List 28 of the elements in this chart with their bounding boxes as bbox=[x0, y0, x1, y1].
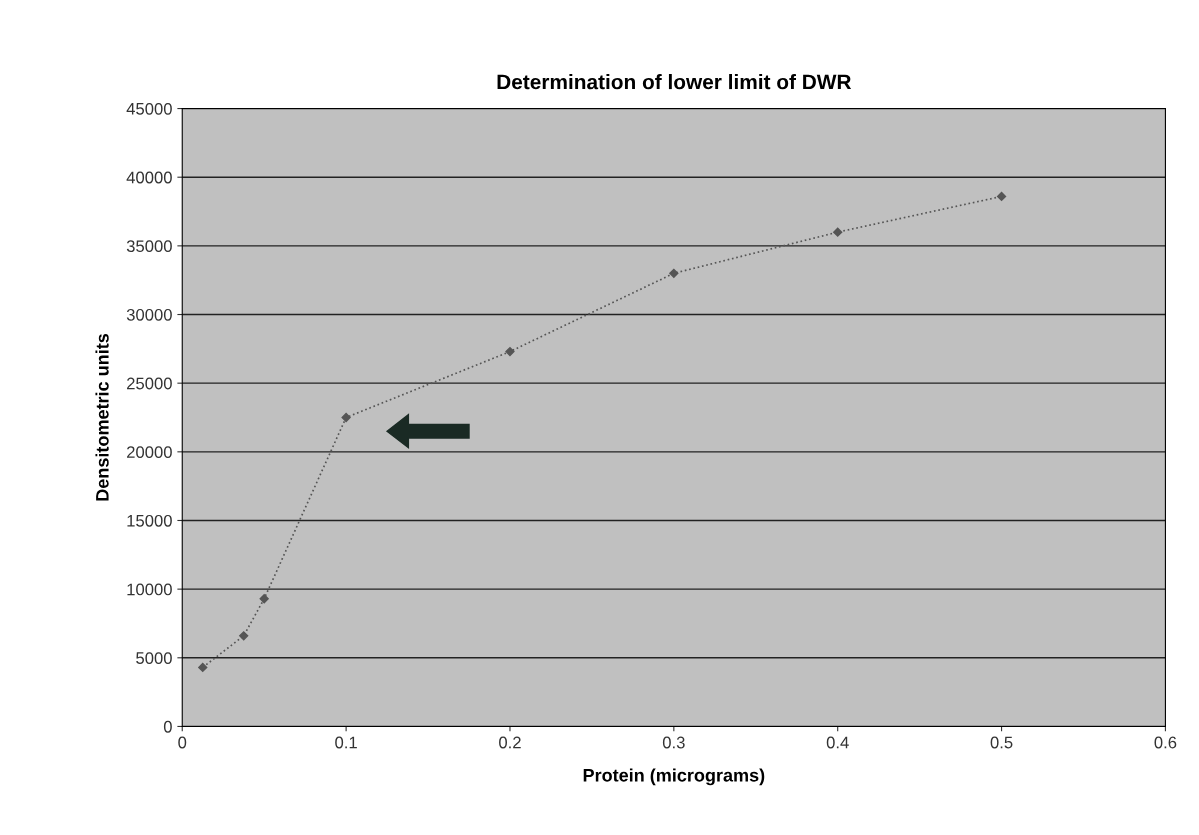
x-axis-title: Protein (micrograms) bbox=[583, 768, 765, 786]
x-tick-label: 0.4 bbox=[826, 736, 849, 749]
x-tick-label: 0.5 bbox=[990, 736, 1013, 749]
y-tick-label: 40000 bbox=[126, 171, 172, 184]
y-tick-label: 45000 bbox=[126, 102, 172, 115]
point bbox=[259, 594, 269, 604]
y-tick-label: 20000 bbox=[127, 446, 172, 459]
x-tick-label: 0.1 bbox=[335, 736, 357, 749]
x-tick-label: 0 bbox=[178, 736, 187, 749]
point bbox=[239, 631, 249, 641]
point bbox=[341, 412, 351, 423]
y-tick-label: 15000 bbox=[127, 514, 172, 527]
y-tick-label: 5000 bbox=[136, 652, 172, 664]
y-axis-title: Densitometric units bbox=[95, 333, 109, 501]
y-tick-label: 30000 bbox=[126, 308, 172, 321]
point bbox=[198, 662, 208, 673]
chart-title: Determination of lower limit of DWR bbox=[497, 74, 852, 90]
x-tick-label: 0.2 bbox=[499, 736, 521, 749]
x-tick-label: 0.3 bbox=[662, 736, 685, 749]
point bbox=[505, 346, 515, 357]
point bbox=[833, 227, 843, 237]
y-tick-label: 35000 bbox=[126, 240, 172, 253]
point bbox=[996, 191, 1007, 202]
y-tick-label: 10000 bbox=[127, 583, 172, 596]
point bbox=[669, 268, 679, 278]
y-tick-label: 25000 bbox=[127, 377, 172, 390]
y-tick-label: 0 bbox=[163, 720, 172, 733]
x-tick-label: 0.6 bbox=[1154, 736, 1177, 749]
